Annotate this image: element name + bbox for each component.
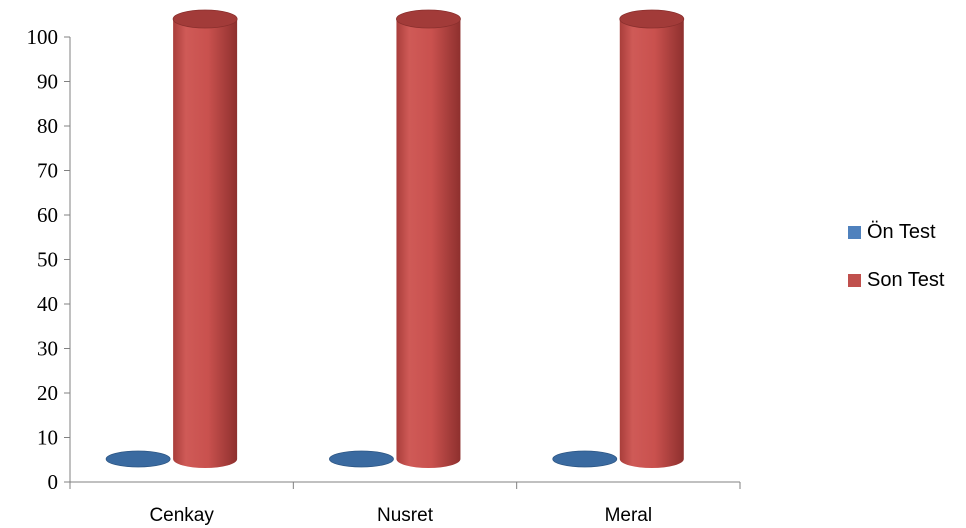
bars xyxy=(105,9,685,468)
bar-son-test xyxy=(396,9,461,468)
legend-swatch-on-test xyxy=(848,225,861,239)
y-tick-label: 60 xyxy=(37,203,58,227)
x-tick-label: Nusret xyxy=(377,505,434,526)
y-tick-label: 10 xyxy=(37,426,58,450)
legend-label-son-test: Son Test xyxy=(867,268,945,291)
bar-son-test xyxy=(172,9,238,468)
axes: 0 10 20 30 40 50 60 70 80 90 100 Cenkay Nusret Meral xyxy=(27,25,741,526)
y-tick-label: 30 xyxy=(37,337,58,361)
bar-on-test xyxy=(552,450,618,468)
y-tick-label: 20 xyxy=(37,381,58,405)
y-tick-label: 80 xyxy=(37,114,58,138)
bar-on-test xyxy=(105,450,171,468)
bar-on-test xyxy=(329,450,394,468)
y-tick-label: 40 xyxy=(37,292,58,316)
legend-item-son-test: Son Test xyxy=(848,265,944,295)
y-tick-label: 0 xyxy=(48,470,59,494)
y-tick-label: 100 xyxy=(27,25,59,49)
legend-item-on-test: Ön Test xyxy=(848,217,944,247)
legend-label-on-test: Ön Test xyxy=(867,220,936,243)
y-tick-label: 90 xyxy=(37,70,58,94)
bar-son-test xyxy=(619,9,685,468)
x-tick-label: Meral xyxy=(605,505,653,526)
legend: Ön Test Son Test xyxy=(848,217,944,313)
y-tick-label: 50 xyxy=(37,248,58,272)
x-tick-label: Cenkay xyxy=(149,505,214,526)
y-tick-label: 70 xyxy=(37,159,58,183)
legend-swatch-son-test xyxy=(848,273,861,287)
